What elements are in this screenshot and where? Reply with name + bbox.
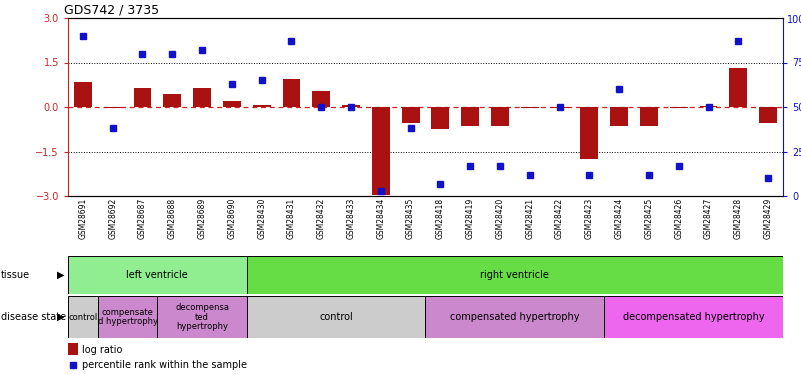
Bar [491,107,509,126]
Bar [247,296,425,338]
Bar [730,68,747,107]
Bar [157,296,247,338]
Bar [342,105,360,107]
Bar [283,79,300,107]
Text: tissue: tissue [1,270,30,280]
Bar [74,82,92,107]
Text: left ventricle: left ventricle [127,270,188,280]
Bar [610,107,628,126]
Bar [223,101,241,107]
Bar [372,107,390,195]
Bar [432,107,449,129]
Bar [252,105,271,107]
Text: GDS742 / 3735: GDS742 / 3735 [64,4,159,17]
Bar [134,88,151,107]
Text: ▶: ▶ [57,312,65,322]
Text: right ventricle: right ventricle [481,270,549,280]
Bar [193,88,211,107]
Bar [581,107,598,159]
Bar [521,107,539,108]
Bar [68,296,98,338]
Text: compensated hypertrophy: compensated hypertrophy [450,312,580,322]
Text: decompensated hypertrophy: decompensated hypertrophy [623,312,764,322]
Bar [699,105,718,107]
Bar [163,94,181,107]
Bar [68,256,247,294]
Bar [550,107,569,108]
Text: control: control [68,312,98,321]
Bar [401,107,420,123]
Bar [312,91,330,107]
Bar [759,107,777,123]
Bar [461,107,479,126]
Bar [98,296,157,338]
Bar [247,256,783,294]
Bar [104,107,122,108]
Text: disease state: disease state [1,312,66,322]
Bar [670,107,688,108]
Bar [425,296,604,338]
Text: control: control [320,312,353,322]
Text: percentile rank within the sample: percentile rank within the sample [83,360,248,370]
Text: decompensa
ted
hypertrophy: decompensa ted hypertrophy [175,303,229,331]
Text: log ratio: log ratio [83,345,123,355]
Text: compensate
d hypertrophy: compensate d hypertrophy [98,308,158,326]
Bar [604,296,783,338]
Text: 100%: 100% [787,15,801,25]
Text: ▶: ▶ [57,270,65,280]
Bar [640,107,658,126]
Bar [68,343,78,355]
